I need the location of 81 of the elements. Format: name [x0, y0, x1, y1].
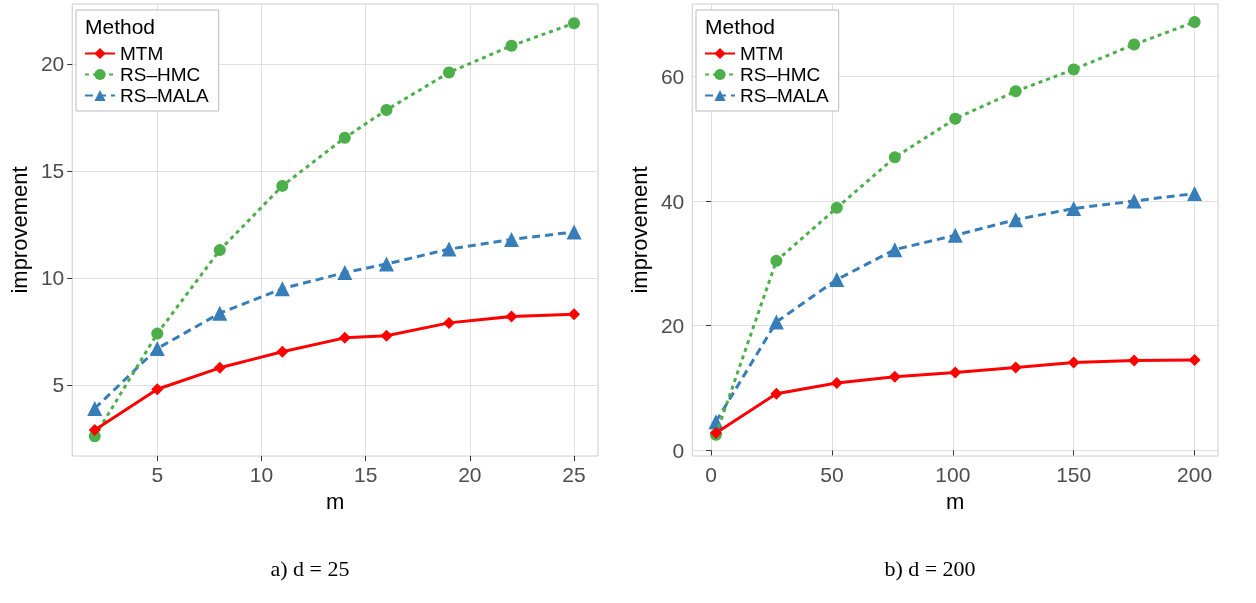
point [380, 103, 393, 116]
point [829, 272, 845, 288]
x-axis-title: m [945, 488, 965, 514]
point [830, 201, 843, 214]
point [770, 254, 783, 267]
y-axis-title: improvement [626, 166, 652, 294]
point [505, 310, 518, 323]
point [151, 383, 164, 396]
x-tick-label: 150 [1056, 463, 1092, 486]
point [337, 265, 353, 281]
point [88, 423, 101, 436]
x-tick-label: 50 [820, 463, 844, 486]
x-tick-label: 25 [562, 463, 586, 486]
legend-label: RS–HMC [120, 64, 201, 85]
point [1009, 85, 1022, 98]
point [213, 361, 226, 374]
point [504, 231, 520, 247]
legend-title: Method [705, 15, 776, 38]
point [441, 241, 457, 257]
point [949, 112, 962, 125]
legend-label: MTM [740, 43, 784, 64]
y-tick-label: 10 [40, 266, 65, 290]
point [1187, 186, 1203, 202]
point [830, 377, 843, 390]
point [1067, 356, 1080, 369]
point [1126, 193, 1142, 209]
y-tick-label: 5 [52, 373, 65, 397]
x-tick-label: 20 [458, 463, 482, 486]
point [380, 329, 393, 342]
point [276, 345, 289, 358]
point [770, 387, 783, 400]
point [1067, 63, 1080, 76]
point [887, 242, 903, 258]
point [213, 244, 226, 257]
text: a) d = 25 [270, 555, 350, 581]
point [378, 256, 394, 272]
point [949, 366, 962, 379]
point [888, 151, 901, 164]
point [151, 327, 164, 340]
point [338, 131, 351, 144]
point [1009, 361, 1022, 374]
point [338, 331, 351, 344]
y-tick-label: 20 [660, 314, 685, 338]
x-tick-label: 15 [353, 463, 378, 486]
point [1128, 38, 1141, 51]
x-tick-label: 100 [935, 463, 971, 486]
point [274, 281, 290, 297]
point [1188, 353, 1201, 366]
legend-label: RS–MALA [120, 85, 210, 106]
x-tick-label: 0 [705, 463, 717, 486]
y-tick-label: 60 [660, 64, 685, 88]
point [505, 39, 518, 52]
point [443, 66, 456, 79]
point [768, 314, 784, 330]
point [1066, 200, 1082, 216]
point [1008, 212, 1024, 228]
point [87, 400, 103, 416]
point [1188, 16, 1201, 29]
point [212, 305, 228, 321]
legend-title: Method [85, 15, 156, 38]
y-tick-label: 40 [660, 189, 685, 213]
point [276, 179, 289, 192]
x-tick-label: 10 [249, 463, 274, 486]
legend-label: RS–HMC [740, 64, 821, 85]
text: b) d = 200 [884, 555, 976, 581]
point [568, 17, 581, 30]
legend-label: MTM [120, 43, 164, 64]
point [568, 308, 581, 321]
y-tick-label: 20 [40, 52, 65, 76]
point [888, 370, 901, 383]
x-tick-label: 5 [151, 463, 164, 486]
point [566, 224, 582, 240]
point [947, 227, 963, 243]
y-tick-label: 15 [40, 159, 65, 183]
point [149, 341, 165, 357]
x-axis-title: m [325, 488, 345, 514]
point [443, 316, 456, 329]
y-tick-label: 0 [672, 438, 685, 462]
legend-label: RS–MALA [740, 85, 830, 106]
y-axis-title: improvement [6, 166, 32, 294]
x-tick-label: 200 [1177, 463, 1213, 486]
